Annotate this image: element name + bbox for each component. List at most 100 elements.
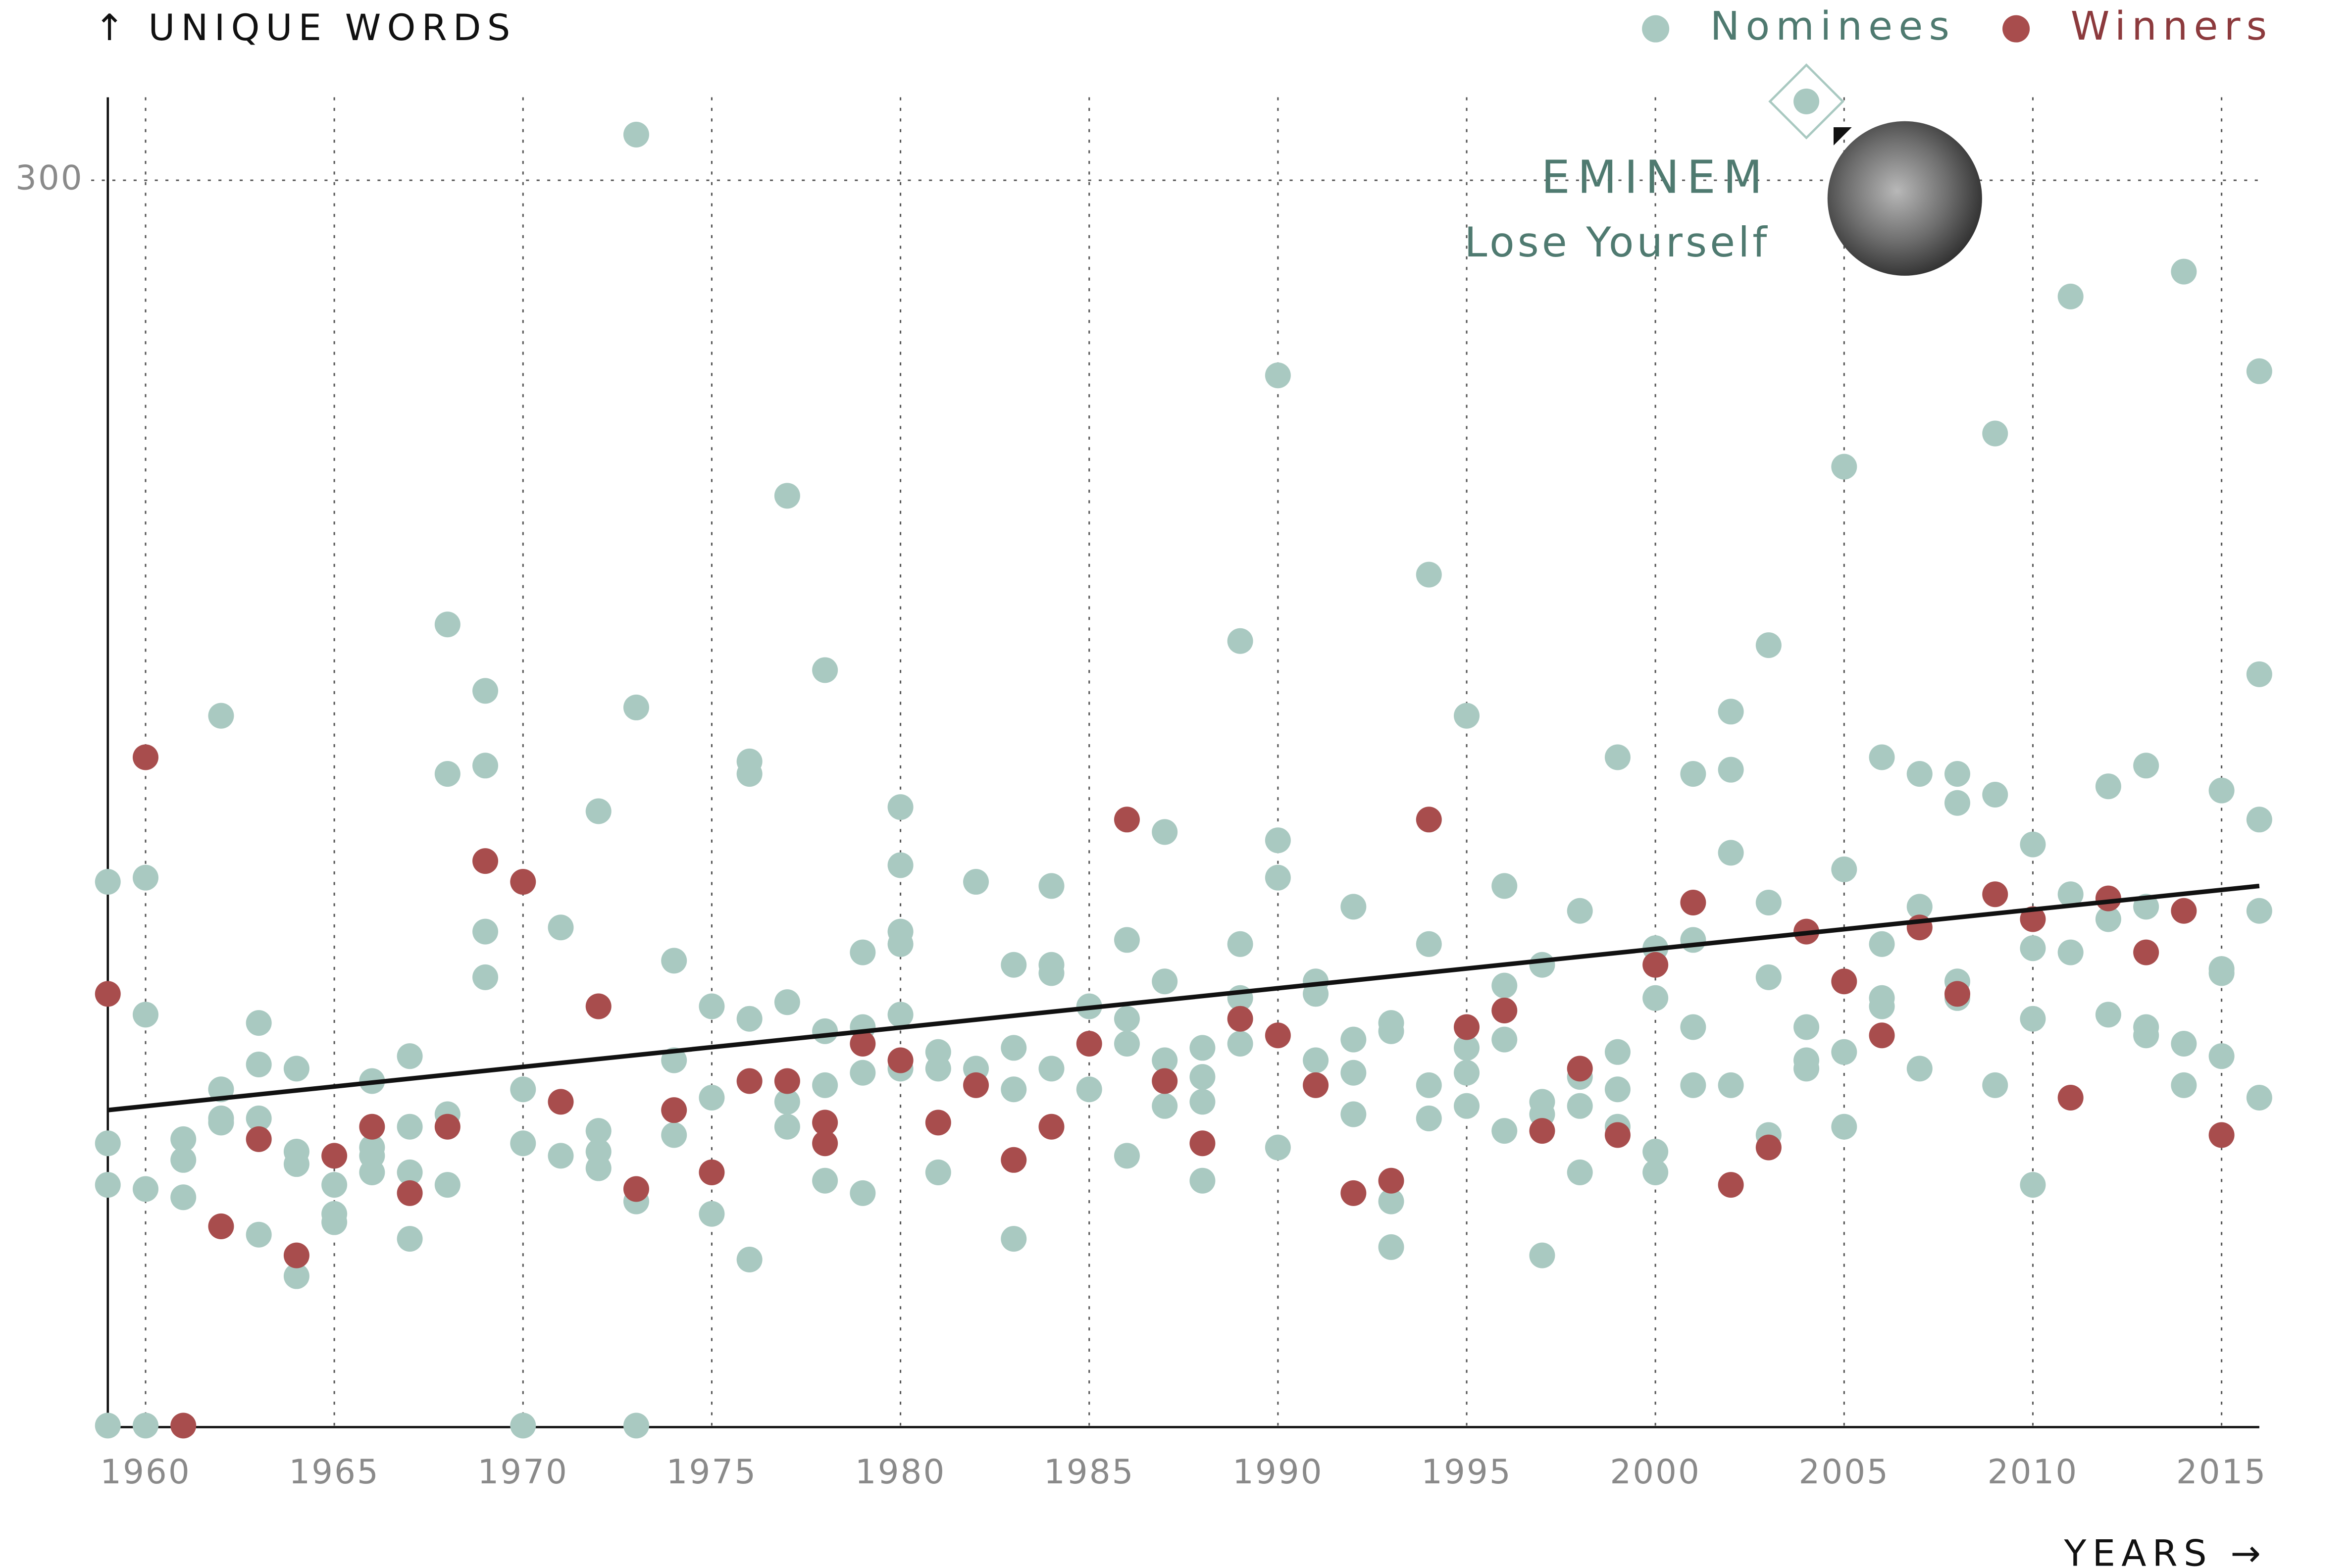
point (472, 753, 499, 779)
point (1906, 761, 1933, 787)
point (850, 1031, 876, 1057)
point (2246, 358, 2272, 384)
point (585, 1155, 612, 1181)
point (812, 657, 838, 683)
point (1944, 981, 1971, 1007)
point (1227, 931, 1253, 957)
point (1491, 1026, 1518, 1053)
point (2095, 773, 2121, 800)
point (585, 798, 612, 824)
point (1114, 1006, 1140, 1032)
point (623, 1413, 649, 1439)
point (2171, 1072, 2197, 1098)
point (1831, 856, 1857, 882)
point (1982, 420, 2008, 447)
point (510, 1130, 536, 1157)
point (812, 1130, 838, 1157)
point (1038, 1056, 1065, 1082)
point (1906, 894, 1933, 920)
point (1454, 1014, 1480, 1040)
point (1529, 1242, 1555, 1268)
point (1152, 1068, 1178, 1094)
point (1491, 997, 1518, 1023)
point (2057, 939, 2084, 965)
x-tick-label: 1960 (100, 1453, 191, 1491)
point (1340, 894, 1367, 920)
point (1529, 952, 1555, 978)
point (2246, 1085, 2272, 1111)
point (1604, 1076, 1631, 1103)
point (1340, 1101, 1367, 1127)
point (359, 1113, 385, 1140)
point (1982, 1072, 2008, 1098)
point (283, 1242, 309, 1268)
x-tick-label: 1970 (478, 1453, 569, 1491)
point (1454, 703, 1480, 729)
point (1076, 1031, 1102, 1057)
point (1567, 1159, 1593, 1185)
point (208, 703, 234, 729)
point (397, 1159, 423, 1185)
point (132, 1002, 159, 1028)
point (812, 1018, 838, 1044)
point (736, 1006, 763, 1032)
point (925, 1110, 951, 1136)
point (1189, 1035, 1216, 1061)
point (2246, 661, 2272, 687)
point (1831, 1113, 1857, 1140)
point (132, 1176, 159, 1202)
point (95, 981, 121, 1007)
point (1265, 362, 1291, 389)
point (548, 1143, 574, 1169)
point (774, 989, 800, 1015)
point (1416, 1105, 1442, 1131)
point (1567, 1093, 1593, 1119)
point (1755, 889, 1782, 915)
point (1529, 1118, 1555, 1144)
point (2208, 960, 2235, 986)
point (397, 1113, 423, 1140)
point (1680, 761, 1706, 787)
pointer (1833, 127, 1852, 146)
point (699, 1159, 725, 1185)
artist-photo (1827, 121, 1982, 276)
point (397, 1226, 423, 1252)
point (850, 939, 876, 965)
point (699, 1085, 725, 1111)
point (2246, 898, 2272, 924)
point (510, 1076, 536, 1103)
point (1680, 1072, 1706, 1098)
point (2208, 1043, 2235, 1069)
point (1718, 699, 1744, 725)
point (1642, 985, 1669, 1011)
point (1038, 873, 1065, 899)
point (1793, 1014, 1820, 1040)
point (208, 1110, 234, 1136)
point (1340, 1026, 1367, 1053)
point (472, 964, 499, 990)
point (397, 1180, 423, 1206)
point (699, 993, 725, 1019)
trend-line (107, 883, 2260, 1113)
point (963, 869, 989, 895)
x-tick-label: 2010 (1988, 1453, 2079, 1491)
x-tick-label: 1965 (289, 1453, 380, 1491)
x-tick-label: 1980 (855, 1453, 946, 1491)
point (1491, 1118, 1518, 1144)
point (1604, 744, 1631, 770)
point (1454, 1060, 1480, 1086)
point (208, 1213, 234, 1239)
point (661, 1122, 687, 1148)
point (1642, 1139, 1669, 1165)
point (2095, 906, 2121, 932)
point (812, 1167, 838, 1194)
point (736, 761, 763, 787)
point (1680, 927, 1706, 953)
point (2057, 881, 2084, 908)
x-tick-label: 1995 (1421, 1453, 1512, 1491)
point (1416, 931, 1442, 957)
point (1680, 1014, 1706, 1040)
point (1152, 1047, 1178, 1073)
point (1869, 931, 1895, 957)
point (774, 1089, 800, 1115)
